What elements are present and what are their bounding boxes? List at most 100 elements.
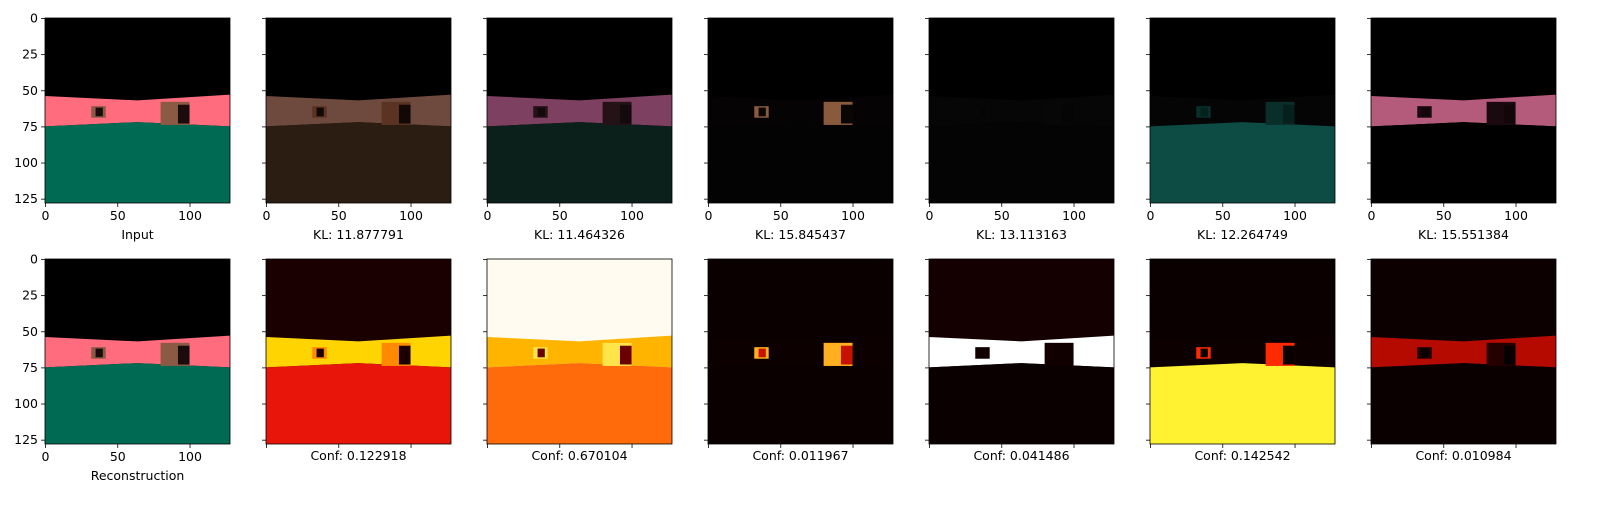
axes-frame <box>1370 258 1557 445</box>
y-tick-label: 125 <box>14 191 38 206</box>
x-tick-label: 0 <box>484 208 492 223</box>
y-tick-label: 25 <box>22 47 38 62</box>
axes-frame <box>707 17 894 204</box>
subplot-top-5: 0 50 100 KL: 12.264749 <box>1146 17 1336 242</box>
x-tick-label: 100 <box>1283 208 1307 223</box>
floor-region <box>1371 363 1556 444</box>
x-tick-label: 100 <box>178 208 202 223</box>
axes-frame <box>44 258 231 445</box>
subplot-bottom-2: Conf: 0.670104 <box>483 258 673 463</box>
box-right-shadow <box>1503 104 1516 124</box>
subplot-top-3: 0 50 100 KL: 15.845437 <box>704 17 894 242</box>
y-tick-label: 100 <box>14 396 38 411</box>
axes-frame <box>928 17 1115 204</box>
floor-region <box>1150 363 1335 444</box>
subplot-caption: KL: 15.845437 <box>755 227 846 242</box>
floor-region <box>487 363 672 444</box>
box-left-shadow <box>979 107 987 117</box>
box-right-shadow <box>1503 345 1516 365</box>
y-tick-label: 100 <box>14 155 38 170</box>
x-tick-label: 0 <box>926 208 934 223</box>
subplot-caption: Input <box>121 227 153 242</box>
subplot-bottom-1: Conf: 0.122918 <box>262 258 452 463</box>
axes-frame <box>265 17 452 204</box>
floor-region <box>1150 122 1335 203</box>
x-tick-label: 0 <box>263 208 271 223</box>
box-left-shadow <box>537 348 545 358</box>
floor-region <box>929 122 1114 203</box>
subplot-caption: Conf: 0.010984 <box>1415 448 1511 463</box>
y-tick-label: 75 <box>22 360 38 375</box>
x-tick-label: 100 <box>841 208 865 223</box>
box-left-shadow <box>316 107 324 117</box>
y-tick-label: 125 <box>14 432 38 447</box>
subplot-top-2: 0 50 100 KL: 11.464326 <box>483 17 673 242</box>
subplot-bottom-4: Conf: 0.041486 <box>925 258 1115 463</box>
axes-frame <box>265 258 452 445</box>
x-tick-label: 100 <box>178 449 202 464</box>
floor-region <box>708 122 893 203</box>
x-tick-label: 50 <box>110 208 126 223</box>
subplot-caption: Conf: 0.041486 <box>973 448 1069 463</box>
box-right-shadow <box>840 104 853 124</box>
x-tick-label: 50 <box>1215 208 1231 223</box>
y-tick-label: 50 <box>22 324 38 339</box>
x-tick-label: 50 <box>552 208 568 223</box>
box-left-shadow <box>95 107 103 117</box>
box-right-shadow <box>398 104 411 124</box>
floor-region <box>708 363 893 444</box>
floor-region <box>266 122 451 203</box>
subplot-top-4: 0 50 100 KL: 13.113163 <box>925 17 1115 242</box>
subplot-caption: Conf: 0.142542 <box>1194 448 1290 463</box>
subplot-top-1: 0 50 100 KL: 11.877791 <box>262 17 452 242</box>
y-tick-label: 0 <box>30 252 38 267</box>
axes-frame <box>44 17 231 204</box>
subplot-caption: KL: 15.551384 <box>1418 227 1509 242</box>
box-right-shadow <box>398 345 411 365</box>
box-left-shadow <box>758 348 766 358</box>
box-right-shadow <box>619 345 632 365</box>
y-tick-label: 25 <box>22 288 38 303</box>
subplot-top-6: 0 50 100 KL: 15.551384 <box>1367 17 1557 242</box>
box-left-shadow <box>95 348 103 358</box>
subplot-top-0: 0 50 100 0 25 50 75 100 125 Input <box>14 11 231 242</box>
x-tick-label: 100 <box>1062 208 1086 223</box>
subplot-bottom-6: Conf: 0.010984 <box>1367 258 1557 463</box>
box-left-shadow <box>316 348 324 358</box>
x-tick-label: 100 <box>399 208 423 223</box>
box-right-shadow <box>1061 104 1074 124</box>
subplot-bottom-5: Conf: 0.142542 <box>1146 258 1336 463</box>
box-right-shadow <box>1282 104 1295 124</box>
x-tick-label: 100 <box>620 208 644 223</box>
x-tick-label: 50 <box>1436 208 1452 223</box>
axes-frame <box>486 17 673 204</box>
x-tick-label: 50 <box>773 208 789 223</box>
y-tick-label: 75 <box>22 119 38 134</box>
subplot-caption: KL: 13.113163 <box>976 227 1067 242</box>
axes-frame <box>1370 17 1557 204</box>
subplot-caption: Reconstruction <box>91 468 185 483</box>
box-right-shadow <box>177 345 190 365</box>
subplot-bottom-0: 0 50 100 0 25 50 75 100 125 Reconstruction <box>14 252 231 483</box>
x-tick-label: 50 <box>110 449 126 464</box>
box-right-shadow <box>1282 345 1295 365</box>
box-right-shadow <box>177 104 190 124</box>
subplot-caption: Conf: 0.011967 <box>752 448 848 463</box>
box-right-shadow <box>619 104 632 124</box>
axes-frame <box>928 258 1115 445</box>
floor-region <box>45 122 230 203</box>
axes-frame <box>1149 17 1336 204</box>
axes-frame <box>486 258 673 445</box>
box-left-shadow <box>1200 107 1208 117</box>
subplot-caption: Conf: 0.670104 <box>531 448 627 463</box>
axes-frame <box>707 258 894 445</box>
y-tick-label: 50 <box>22 83 38 98</box>
box-left-shadow <box>1200 348 1208 358</box>
box-left-shadow <box>1421 107 1429 117</box>
subplot-caption: Conf: 0.122918 <box>310 448 406 463</box>
box-left-shadow <box>758 107 766 117</box>
subplot-caption: KL: 12.264749 <box>1197 227 1288 242</box>
x-tick-label: 0 <box>1368 208 1376 223</box>
x-tick-label: 0 <box>42 449 50 464</box>
axes-frame <box>1149 258 1336 445</box>
